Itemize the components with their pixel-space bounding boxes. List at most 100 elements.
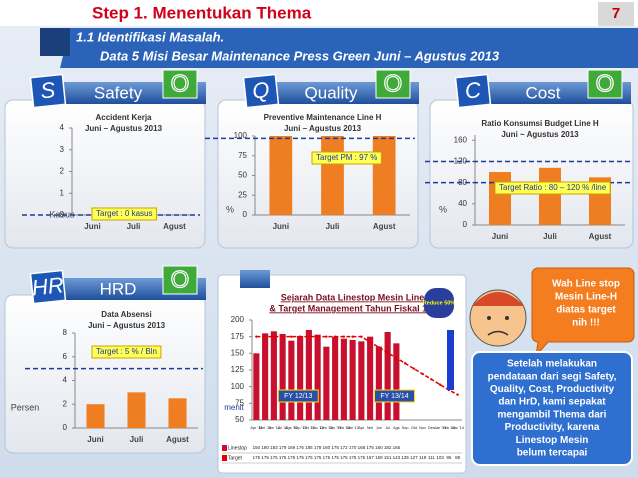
y-tick-label: 175 (231, 332, 245, 341)
chart-title: Accident Kerja (95, 113, 152, 122)
panel-label: Quality (305, 83, 358, 102)
panel-status: O (171, 70, 190, 97)
y-tick-label: 2 (63, 399, 68, 408)
badge-label: Reduce 50% (423, 300, 456, 306)
conclusion-text: Linestop Mesin (516, 435, 589, 446)
eye (505, 316, 509, 320)
panel-status: O (171, 266, 190, 293)
y-tick-label: 0 (463, 220, 468, 229)
target-point (421, 372, 424, 376)
fy-box (374, 389, 415, 403)
callout-text: diatas target (556, 305, 616, 316)
bar (539, 167, 561, 225)
y-tick-label: 4 (60, 123, 65, 132)
target-point (403, 362, 407, 365)
x-tick-label: Juni (492, 232, 508, 241)
x-tick-label: Mei '12 (259, 426, 271, 430)
y-tick-label: 40 (458, 199, 467, 208)
table-cell: 169 (288, 445, 296, 450)
fy-label: FY 12/13 (284, 393, 312, 400)
subtitle-icon (40, 28, 70, 56)
x-tick-label: Apr (358, 426, 365, 430)
y-axis-label: % (439, 204, 447, 214)
target-point (325, 335, 328, 338)
bar (321, 136, 344, 215)
table-cell: 160 (323, 445, 331, 450)
table-cell: 179 (279, 445, 287, 450)
table-cell: 160 (375, 445, 383, 450)
target-label: Target PM : 97 % (316, 153, 377, 162)
target-point (307, 335, 311, 338)
target-label-box (494, 181, 611, 195)
table-cell: 175 (314, 455, 322, 460)
panel-letter: C (464, 77, 483, 104)
table-cell: 176 (296, 445, 304, 450)
x-tick-label: Sep (402, 426, 409, 430)
y-tick-label: 50 (235, 415, 244, 424)
target-point (360, 335, 363, 338)
table-cell: 175 (305, 455, 313, 460)
table-cell: 159 (375, 455, 383, 460)
target-label-box (311, 151, 382, 165)
callout-bubble (531, 267, 635, 358)
panel-label: Safety (94, 83, 143, 102)
subtitle: 1.1 Identifikasi Masalah. (76, 29, 224, 44)
chart-title: Preventive Maintenance Line H (264, 113, 382, 122)
legend-swatch (222, 445, 227, 451)
target-point (395, 356, 398, 360)
target-point (290, 335, 293, 338)
table-cell: 175 (349, 455, 357, 460)
x-tick-label: Apr '12 (250, 426, 262, 430)
status-box (162, 265, 198, 295)
table-cell: 151 (384, 455, 392, 460)
bar (279, 334, 286, 420)
table-cell: 175 (270, 455, 278, 460)
target-point (342, 335, 346, 338)
bar (314, 334, 321, 420)
y-tick-label: 100 (231, 382, 245, 391)
target-label: Target Ratio : 80 – 120 % /line (499, 183, 607, 192)
target-point (386, 351, 389, 354)
target-point (438, 383, 442, 386)
target-point (263, 335, 267, 338)
bar (393, 343, 400, 420)
y-axis-label: menit (224, 403, 244, 412)
target-label: Target : 5 % / Bln (96, 347, 157, 356)
x-tick-label: Ags '12 (285, 426, 298, 430)
table-cell: 172 (340, 445, 348, 450)
bar (349, 340, 356, 420)
x-tick-label: Juni (273, 222, 289, 231)
x-tick-label: Ags (393, 426, 400, 430)
bar (323, 346, 330, 420)
table-cell: 143 (393, 455, 401, 460)
conclusion-text: belum tercapai (517, 448, 588, 459)
status-box (162, 69, 198, 99)
conclusion-text: Productivity, karena (505, 422, 600, 433)
target-point (377, 346, 381, 349)
table-cell: 175 (253, 455, 261, 460)
bar (253, 353, 260, 420)
bar (384, 332, 391, 420)
target-point (412, 367, 416, 370)
panel-label: HRD (100, 279, 137, 298)
table-cell: 175 (288, 455, 296, 460)
x-tick-label: Jan '14 (434, 426, 446, 430)
y-axis-label: % (226, 204, 234, 214)
bar (358, 341, 365, 420)
bar (168, 398, 187, 428)
y-tick-label: 25 (238, 190, 247, 199)
bar (367, 336, 374, 420)
y-tick-label: 125 (231, 365, 245, 374)
x-tick-label: Feb '14 (443, 426, 456, 430)
chart-title: Juni – Agustus 2013 (85, 124, 163, 133)
table-cell: 175 (331, 455, 339, 460)
bar (489, 172, 511, 225)
page-number: 7 (612, 5, 620, 22)
description: Data 5 Misi Besar Maintenance Press Gree… (100, 48, 500, 63)
conclusion-text: dan HrD, kami sepakat (498, 397, 606, 408)
letter-box (454, 73, 492, 109)
table-cell: 175 (331, 445, 339, 450)
x-tick-label: Agust (589, 232, 612, 241)
target-point (255, 335, 258, 338)
x-tick-label: Jun (376, 426, 382, 430)
